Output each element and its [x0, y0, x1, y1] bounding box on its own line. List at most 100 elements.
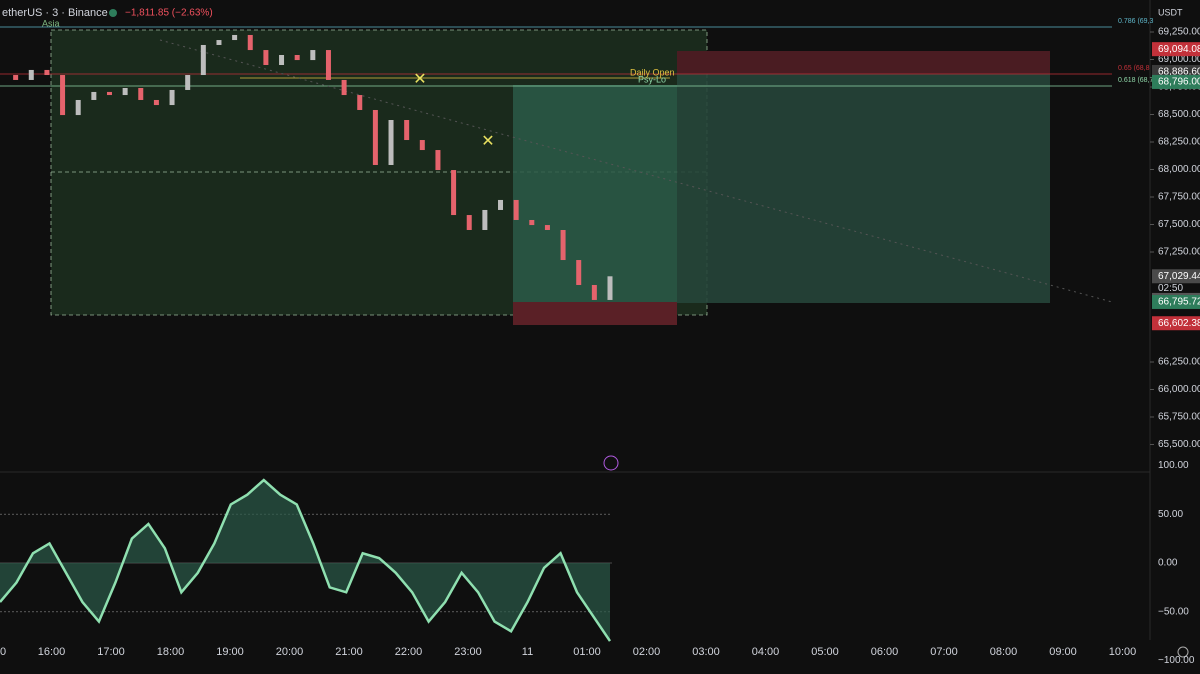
fib-label: 0.618 (68,7 [1118, 77, 1154, 84]
level-label: Psy-Lo [638, 74, 666, 84]
x-tick-label: 01:00 [573, 646, 601, 658]
settings-icon[interactable] [1177, 646, 1189, 658]
candle [404, 120, 410, 141]
x-tick-label: 05:00 [811, 646, 839, 658]
price-change: −1,811.85 (−2.63%) [125, 8, 213, 19]
candle [122, 87, 128, 96]
x-tick-label: 17:00 [97, 646, 125, 658]
candle [607, 276, 613, 300]
currency: USDT [1158, 7, 1183, 17]
x-tick-label: 08:00 [990, 646, 1018, 658]
price-tag [1152, 294, 1200, 309]
x-tick-label: 04:00 [752, 646, 780, 658]
candle [294, 54, 300, 61]
session-label: Asia [42, 18, 60, 28]
symbol: etherUS · 3 · Binance [2, 7, 108, 19]
x-tick-label: 0 [0, 646, 6, 658]
marker: ✕ [413, 71, 426, 88]
target-zone [513, 85, 677, 302]
candle [576, 260, 582, 285]
candle [591, 284, 597, 300]
x-tick-label: 02:00 [633, 646, 661, 658]
level-label: Daily Open [630, 67, 675, 77]
candle [185, 75, 191, 90]
x-tick-label: 09:00 [1049, 646, 1077, 658]
x-tick-label: 03:00 [692, 646, 720, 658]
candle [200, 44, 206, 76]
y-tick-label: 50.00 [1158, 509, 1183, 520]
countdown: 02:50 [1158, 283, 1183, 294]
price-tag-label: 68,796.00 [1158, 77, 1200, 88]
candle [482, 209, 488, 230]
stop-zone [677, 51, 1050, 74]
candle [498, 199, 504, 210]
price-tag-label: 66,602.38 [1158, 318, 1200, 329]
candle [560, 229, 566, 261]
y-tick-label: −100.00 [1158, 655, 1195, 666]
candle [435, 150, 441, 171]
price-tag [1152, 316, 1200, 331]
y-tick-label: 67,500.00 [1158, 219, 1200, 230]
candle [60, 75, 66, 116]
price-tag-label: 68,886.60 [1158, 67, 1200, 78]
candle [153, 99, 159, 106]
y-tick-label: 69,000.00 [1158, 54, 1200, 65]
candle [13, 75, 19, 80]
y-tick-label: 65,750.00 [1158, 412, 1200, 423]
y-tick-label: 0.00 [1158, 558, 1178, 569]
candle [138, 87, 144, 100]
trend-line [159, 39, 1113, 303]
candle [216, 40, 222, 45]
candle [247, 34, 253, 51]
x-tick-label: 21:00 [335, 646, 363, 658]
candle [44, 69, 50, 76]
candle [28, 69, 34, 80]
status-dot [109, 9, 117, 17]
candle [263, 50, 269, 66]
y-tick-label: 66,000.00 [1158, 384, 1200, 395]
marker: ✕ [481, 133, 494, 150]
candle [513, 199, 519, 220]
price-tag [1152, 42, 1200, 57]
y-tick-label: 67,250.00 [1158, 247, 1200, 258]
y-tick-label: 68,500.00 [1158, 109, 1200, 120]
stop-zone [513, 302, 677, 325]
x-tick-label: 16:00 [38, 646, 66, 658]
y-tick-label: 100.00 [1158, 460, 1189, 471]
x-tick-label: 19:00 [216, 646, 244, 658]
candle [451, 170, 457, 216]
candle [341, 79, 347, 96]
x-tick-label: 07:00 [930, 646, 958, 658]
price-tag [1152, 74, 1200, 89]
candle [310, 50, 316, 61]
candle [169, 89, 175, 106]
y-tick-label: 67,750.00 [1158, 192, 1200, 203]
x-tick-label: 22:00 [395, 646, 423, 658]
candle [372, 109, 378, 165]
y-tick-label: 68,000.00 [1158, 164, 1200, 175]
fib-label: 0.65 (68,8 [1118, 65, 1150, 72]
candle [357, 95, 363, 110]
x-tick-label: 18:00 [157, 646, 185, 658]
candle [419, 140, 425, 151]
x-tick-label: 20:00 [276, 646, 304, 658]
price-tag [1152, 269, 1200, 284]
alert-icon[interactable] [603, 455, 619, 471]
x-tick-label: 06:00 [871, 646, 899, 658]
candle [466, 215, 472, 230]
candle [544, 225, 550, 230]
candle [325, 50, 331, 80]
candle [75, 99, 81, 116]
y-tick-label: 68,250.00 [1158, 137, 1200, 148]
x-tick-label: 23:00 [454, 646, 482, 658]
candle [529, 219, 535, 226]
candle [106, 91, 112, 96]
oscillator-line [0, 478, 612, 642]
y-tick-label: 65,500.00 [1158, 439, 1200, 450]
candle [279, 54, 285, 66]
target-zone [677, 74, 1050, 303]
price-tag-label: 67,029.44 [1158, 271, 1200, 282]
price-tag-label: 66,795.72 [1158, 297, 1200, 308]
